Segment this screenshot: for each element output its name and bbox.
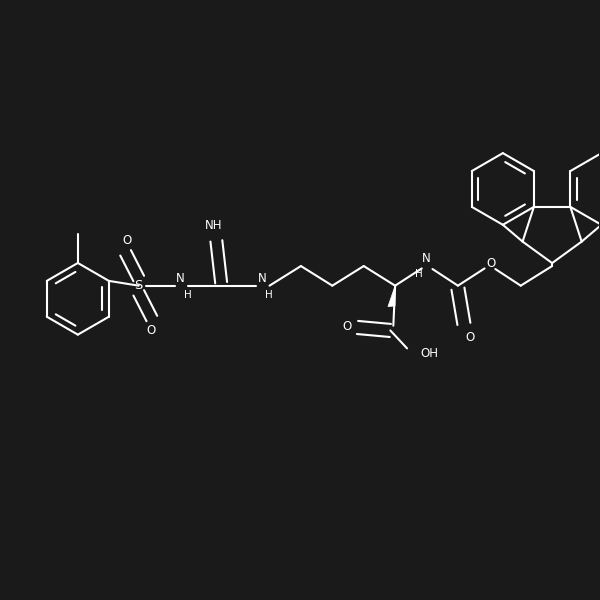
Text: O: O — [146, 324, 155, 337]
Text: O: O — [465, 331, 475, 344]
Text: H: H — [415, 269, 423, 280]
Text: N: N — [257, 272, 266, 285]
Text: N: N — [176, 272, 185, 285]
Text: O: O — [486, 257, 495, 269]
Text: H: H — [184, 290, 191, 299]
Text: OH: OH — [420, 347, 438, 359]
Text: N: N — [422, 253, 431, 265]
Text: NH: NH — [205, 220, 222, 232]
Polygon shape — [388, 286, 395, 307]
Text: O: O — [342, 320, 352, 333]
Text: O: O — [122, 235, 131, 247]
Text: H: H — [265, 290, 273, 299]
Text: S: S — [134, 279, 143, 292]
